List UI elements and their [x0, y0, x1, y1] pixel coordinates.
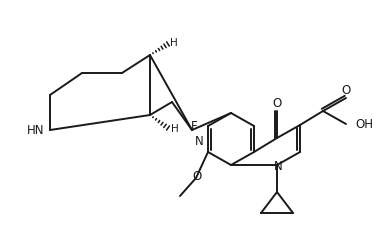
Text: H: H — [170, 38, 178, 48]
Text: F: F — [191, 120, 198, 132]
Text: N: N — [274, 159, 282, 173]
Text: O: O — [192, 171, 202, 184]
Text: OH: OH — [355, 118, 373, 130]
Text: HN: HN — [26, 124, 44, 136]
Text: O: O — [272, 97, 282, 110]
Text: H: H — [171, 124, 179, 134]
Text: O: O — [341, 84, 351, 97]
Text: N: N — [195, 135, 204, 148]
